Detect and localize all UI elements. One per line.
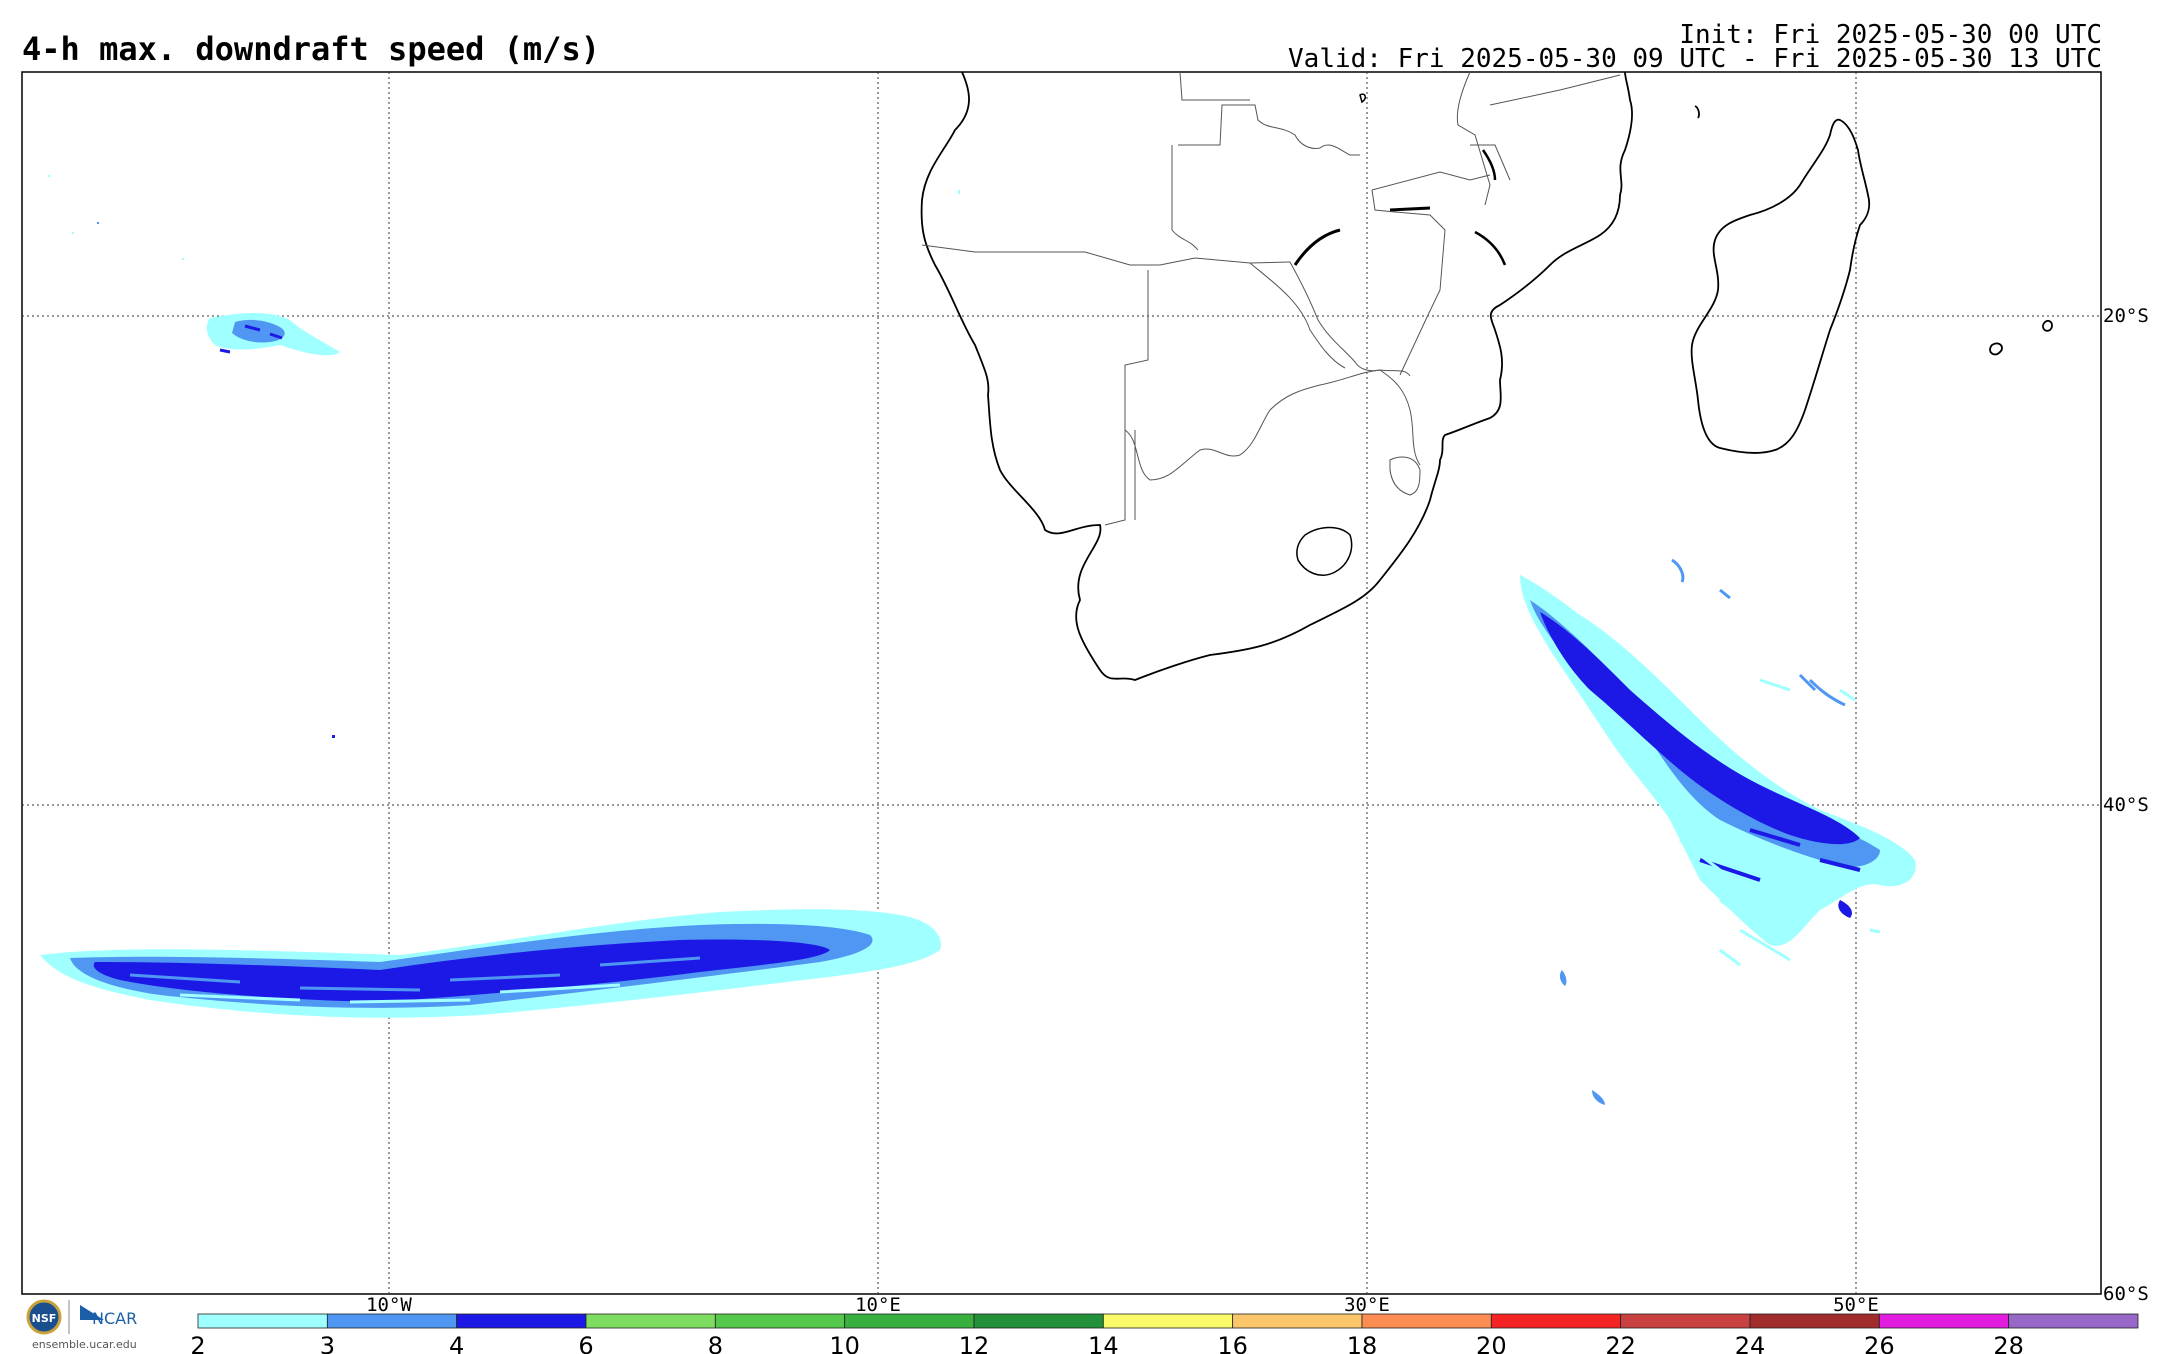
madagascar-coastline bbox=[1690, 105, 2053, 454]
valid-time: Valid: Fri 2025-05-30 09 UTC - Fri 2025-… bbox=[1288, 44, 2102, 74]
ncar-logo-mark bbox=[80, 1305, 104, 1320]
colorbar-tick-label: 14 bbox=[1088, 1332, 1119, 1354]
downdraft-field-southwest bbox=[40, 909, 941, 1018]
downdraft-field-southeast bbox=[1520, 575, 1916, 962]
colorbar-segment bbox=[973, 1313, 1104, 1329]
downdraft-scattered-cells bbox=[48, 175, 1881, 1105]
southern-africa-coastline bbox=[920, 71, 1633, 681]
colorbar-tick-label: 22 bbox=[1605, 1332, 1636, 1354]
colorbar-tick-labels: 2 3 4 6 8 10 12 14 16 18 20 22 24 26 28 bbox=[190, 1332, 2024, 1354]
colorbar-tick-label: 3 bbox=[320, 1332, 335, 1354]
svg-text:NSF: NSF bbox=[32, 1312, 57, 1325]
colorbar-tick-label: 12 bbox=[959, 1332, 990, 1354]
colorbar-tick-label: 2 bbox=[190, 1332, 205, 1354]
colorbar-segment bbox=[1620, 1313, 1751, 1329]
colorbar-tick-label: 10 bbox=[829, 1332, 860, 1354]
lat-label-20s: 20°S bbox=[2103, 305, 2149, 327]
colorbar-segment bbox=[1361, 1313, 1492, 1329]
lon-label-10w: 10°W bbox=[366, 1294, 412, 1316]
footer-url: ensemble.ucar.edu bbox=[32, 1338, 137, 1351]
colorbar-tick-label: 26 bbox=[1864, 1332, 1895, 1354]
colorbar-tick-label: 24 bbox=[1735, 1332, 1766, 1354]
colorbar-segment bbox=[1102, 1313, 1234, 1329]
lon-label-10e: 10°E bbox=[855, 1294, 901, 1316]
map-frame bbox=[21, 71, 2102, 1295]
ncar-logo-text: NCAR bbox=[92, 1309, 137, 1328]
longitude-labels: 10°W 10°E 30°E 50°E bbox=[366, 1294, 1879, 1316]
map-title: 4-h max. downdraft speed (m/s) bbox=[22, 30, 600, 68]
colorbar-segment bbox=[456, 1313, 587, 1329]
graticule bbox=[22, 72, 2101, 1294]
ncar-logo: NCAR bbox=[80, 1305, 137, 1328]
lat-label-40s: 40°S bbox=[2103, 794, 2149, 816]
lat-label-60s: 60°S bbox=[2103, 1283, 2149, 1305]
colorbar-segment bbox=[326, 1313, 458, 1329]
colorbar-segment bbox=[844, 1313, 975, 1329]
country-borders bbox=[921, 71, 1621, 526]
latitude-labels: 20°S 40°S 60°S bbox=[2103, 305, 2149, 1305]
init-time: Init: Fri 2025-05-30 00 UTC bbox=[1679, 20, 2102, 50]
lon-label-50e: 50°E bbox=[1833, 1294, 1879, 1316]
colorbar-segment bbox=[1490, 1313, 1622, 1329]
colorbar-tick-label: 4 bbox=[449, 1332, 464, 1354]
colorbar-segment bbox=[1749, 1313, 1880, 1329]
colorbar-tick-label: 20 bbox=[1476, 1332, 1507, 1354]
colorbar-segment bbox=[1232, 1313, 1363, 1329]
colorbar-tick-label: 8 bbox=[708, 1332, 723, 1354]
lon-label-30e: 30°E bbox=[1344, 1294, 1390, 1316]
nsf-logo: NSF bbox=[26, 1299, 62, 1335]
colorbar-segment bbox=[2008, 1313, 2139, 1329]
lesotho-outline bbox=[1296, 526, 1353, 576]
colorbar-segment bbox=[585, 1313, 716, 1329]
colorbar-tick-label: 18 bbox=[1347, 1332, 1378, 1354]
colorbar-segment bbox=[197, 1313, 328, 1329]
colorbar-tick-label: 16 bbox=[1217, 1332, 1248, 1354]
colorbar-tick-label: 6 bbox=[578, 1332, 593, 1354]
colorbar-tick-label: 28 bbox=[1993, 1332, 2024, 1354]
colorbar-segment bbox=[1878, 1313, 2010, 1329]
colorbar bbox=[197, 1313, 2139, 1329]
colorbar-segment bbox=[714, 1313, 846, 1329]
